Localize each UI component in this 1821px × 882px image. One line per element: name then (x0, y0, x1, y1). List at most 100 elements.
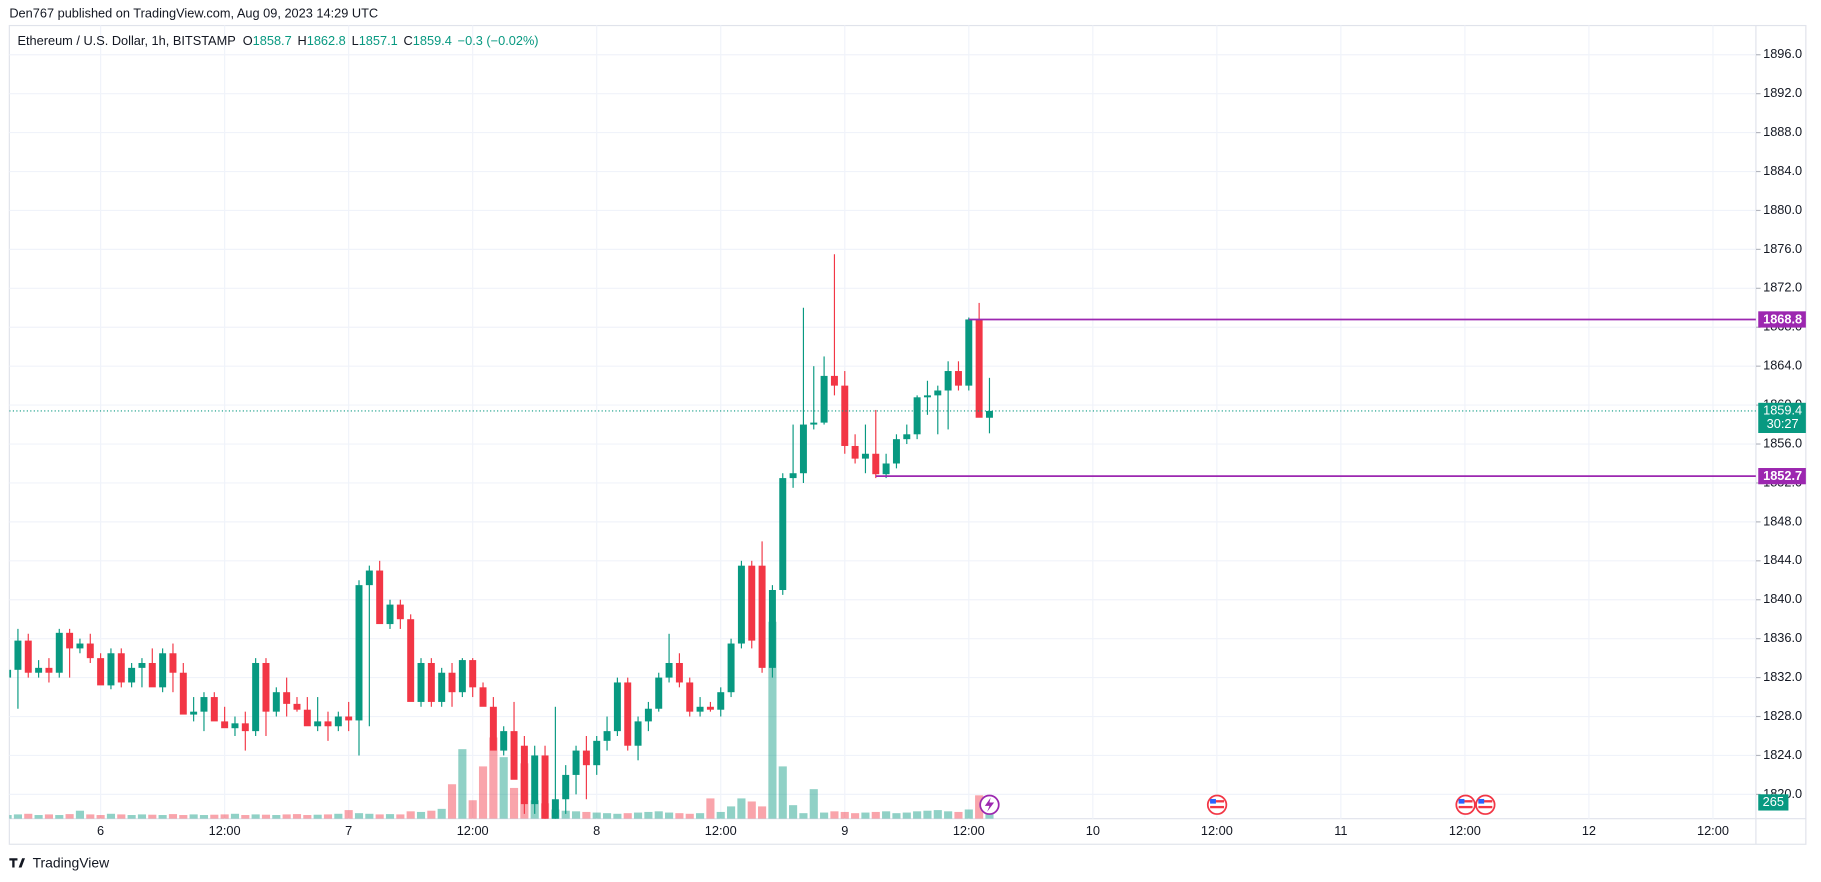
volume-bar (137, 814, 147, 819)
y-tick-label: 1828.0 (1763, 708, 1802, 723)
volume-bar (954, 811, 963, 819)
candle-body (789, 473, 797, 479)
x-tick-label: 7 (345, 823, 352, 838)
volume-bar (117, 814, 126, 819)
candle-body (262, 662, 270, 712)
candle-body (35, 667, 43, 673)
last-price-bg (1758, 402, 1806, 434)
candle-body (913, 397, 921, 435)
event-icon (984, 797, 995, 812)
volume-bar (199, 815, 209, 819)
candle-body (448, 672, 456, 693)
events (979, 794, 1496, 815)
volume-bar (354, 813, 364, 819)
volume-bar (778, 766, 787, 819)
volume-bar (633, 812, 643, 819)
volume-bar (944, 811, 953, 819)
ohlc-key: C (404, 33, 413, 48)
volume-bar (913, 811, 922, 819)
candle-body (86, 643, 94, 659)
volume-bar (375, 814, 384, 819)
volume-bar (561, 810, 570, 819)
volume-bar (13, 814, 22, 819)
y-tick-label: 1892.0 (1763, 85, 1802, 100)
volume-bar (789, 805, 798, 819)
y-tick-label: 1844.0 (1763, 552, 1802, 567)
plot (9, 254, 1756, 819)
candle-body (892, 439, 900, 464)
level-label: 1868.8 (1763, 311, 1802, 326)
candle-body (810, 422, 818, 425)
candle-body (283, 692, 291, 704)
candle-body (417, 662, 425, 702)
candle-body (500, 731, 508, 751)
x-tick-label: 12 (1582, 823, 1596, 838)
candle-body (345, 716, 353, 721)
candle-body (138, 662, 146, 668)
candle-body (727, 643, 735, 693)
candle-body (562, 774, 570, 800)
volume-bar (272, 815, 281, 819)
volume-bar (406, 811, 415, 819)
volume-bar (768, 621, 777, 819)
candle-body (45, 667, 53, 673)
volume-bar (55, 815, 64, 819)
volume-bar (344, 810, 353, 819)
ohlc-key: H (298, 33, 307, 48)
candle-body (117, 653, 125, 683)
candle-body (551, 799, 559, 819)
ohlc-key: O (243, 33, 253, 48)
candle-body (717, 692, 725, 710)
candle-body (748, 565, 756, 641)
y-tick-label: 1876.0 (1763, 241, 1802, 256)
volume-bar (964, 809, 973, 819)
volume-bar (96, 815, 105, 819)
x-tick-label: 12:00 (953, 823, 985, 838)
candle-body (55, 632, 63, 673)
volume-bar (127, 815, 136, 819)
candle-body (820, 375, 828, 423)
candle-body (314, 721, 322, 727)
volume-bar (106, 813, 116, 819)
candle-body (531, 755, 539, 805)
candle-body (644, 708, 652, 722)
volume-bar (923, 810, 932, 819)
candle-body (520, 745, 528, 805)
y-tick-label: 1880.0 (1763, 202, 1802, 217)
level-label-bg (1758, 311, 1806, 328)
candle-body (427, 662, 435, 702)
x-tick-label: 12:00 (457, 823, 489, 838)
symbol-legend: Ethereum / U.S. Dollar, 1h, BITSTAMP O185… (17, 33, 538, 48)
x-tick-label: 11 (1334, 823, 1347, 838)
volume-bar (902, 812, 911, 819)
candle-body (169, 653, 177, 673)
volume-bar (820, 812, 829, 819)
y-tick-label: 1836.0 (1763, 630, 1802, 645)
volume-bar (75, 810, 85, 819)
volume-bar (716, 811, 725, 819)
volume-bar (427, 810, 436, 819)
volume-bar (44, 814, 54, 819)
volume-bar (447, 784, 457, 819)
candle-body (24, 640, 32, 673)
x-tick-label: 12:00 (1697, 823, 1729, 838)
candle-body (851, 445, 859, 459)
volume-bar (148, 814, 157, 819)
volume-bar (592, 812, 601, 819)
volume-bar (882, 811, 891, 819)
change: −0.3 (−0.02%) (458, 33, 539, 48)
candle-body (634, 721, 642, 746)
volume-bar (34, 815, 43, 819)
candle-body (758, 565, 766, 668)
candle-body (221, 721, 229, 729)
volume-bar (365, 813, 374, 819)
y-tick-label: 1872.0 (1763, 280, 1802, 295)
x-tick-label: 12:00 (209, 823, 241, 838)
y-tick-label: 1840.0 (1763, 591, 1802, 606)
volume-bar (747, 801, 756, 819)
volume-bar (933, 810, 942, 819)
candle-body (965, 319, 973, 386)
candle-body (407, 619, 415, 702)
candle-body (779, 478, 787, 591)
candle-body (903, 434, 911, 440)
